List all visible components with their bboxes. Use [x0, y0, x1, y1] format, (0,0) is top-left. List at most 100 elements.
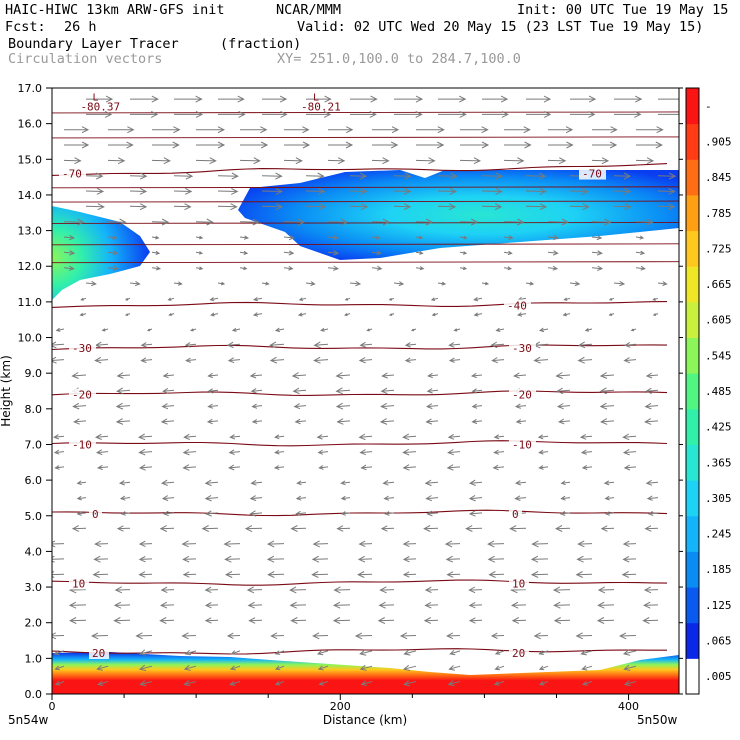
colorbar-swatch [686, 337, 699, 374]
circulation-vector [380, 525, 395, 532]
circulation-vector [250, 388, 263, 394]
circulation-vector [623, 464, 637, 471]
circulation-vector [72, 402, 87, 410]
circulation-vector [491, 357, 505, 364]
colorbar-label: .065 [705, 635, 732, 648]
circulation-vector [73, 418, 87, 425]
circulation-vector [630, 328, 637, 332]
circulation-vector [113, 601, 131, 609]
circulation-vector [262, 110, 288, 118]
circulation-vector [118, 480, 131, 486]
circulation-vector [580, 449, 593, 455]
circulation-vector [482, 110, 510, 118]
circulation-vector [107, 265, 119, 271]
circulation-vector [354, 632, 373, 640]
contour-label-bg [509, 388, 536, 401]
circulation-vector [195, 218, 214, 226]
circulation-vector [538, 650, 549, 655]
circulation-vector [453, 328, 461, 332]
circulation-vector [538, 465, 549, 470]
circulation-vector [560, 480, 571, 486]
circulation-vector [159, 601, 175, 609]
circulation-vector [446, 464, 461, 471]
circulation-vector [358, 357, 373, 364]
circulation-vector [94, 356, 109, 364]
circulation-vector [204, 586, 219, 594]
low-marker: L [313, 93, 319, 104]
circulation-vector [514, 403, 527, 409]
contour-label-bg [69, 342, 96, 355]
circulation-vector [357, 571, 373, 578]
circulation-vector [227, 464, 241, 471]
circulation-vector [229, 680, 241, 686]
overlay-name: Circulation vectors [8, 51, 163, 67]
left-tracer-plume [52, 206, 150, 300]
circulation-vector [316, 649, 329, 656]
circulation-vector [358, 433, 373, 441]
circulation-vector [336, 525, 351, 532]
contour-label: -30 [72, 342, 92, 355]
circulation-vector [599, 387, 615, 395]
circulation-vector [379, 586, 395, 594]
circulation-vector [305, 203, 327, 211]
colorbar-swatch [686, 230, 699, 267]
circulation-vector [262, 95, 288, 103]
circulation-vector [173, 172, 194, 180]
circulation-vector [182, 571, 197, 578]
circulation-vector [349, 280, 362, 287]
circulation-vector [425, 418, 439, 425]
circulation-vector [85, 280, 97, 287]
circulation-vector [239, 235, 250, 240]
circulation-vector [468, 479, 483, 486]
colorbar-swatch [686, 622, 699, 659]
x-tick-label: 400 [618, 700, 639, 713]
circulation-vector [79, 312, 87, 317]
circulation-vector [591, 265, 604, 271]
circulation-vector [437, 187, 458, 195]
circulation-vector [138, 448, 153, 456]
temperature-contours [52, 111, 679, 655]
temperature-contour-line [52, 186, 679, 189]
circulation-vector [223, 540, 241, 548]
circulation-vector [69, 617, 87, 624]
circulation-vector [525, 187, 547, 195]
circulation-vector [53, 434, 65, 440]
circulation-vector [181, 632, 197, 640]
circulation-vector [624, 341, 637, 348]
circulation-vector [318, 680, 329, 686]
circulation-vector [273, 465, 285, 470]
circulation-vector [344, 297, 351, 301]
circulation-vector [603, 480, 615, 486]
circulation-vector [350, 110, 377, 118]
circulation-vector [621, 571, 637, 578]
circulation-vector [410, 328, 417, 332]
circulation-vector [239, 218, 260, 226]
circulation-vector [503, 266, 513, 271]
circulation-vector [575, 632, 593, 640]
circulation-vector [320, 327, 329, 332]
circulation-vector [224, 571, 241, 578]
circulation-vector [592, 126, 618, 134]
circulation-vector [490, 341, 505, 349]
colorbar-label: - [705, 100, 712, 113]
circulation-vector [63, 157, 82, 165]
circulation-vector [71, 525, 87, 532]
colorbar-label: .125 [705, 599, 732, 612]
circulation-vector [646, 495, 659, 501]
circulation-vector [514, 480, 527, 486]
circulation-vector [107, 235, 118, 240]
circulation-vector [437, 203, 457, 211]
contour-label-bg [59, 167, 86, 180]
circulation-vector [597, 586, 615, 594]
contour-label-bg [69, 577, 89, 590]
circulation-vector [269, 341, 285, 349]
circulation-vector [160, 418, 175, 425]
circulation-vector [645, 372, 659, 379]
circulation-vector [537, 434, 549, 440]
circulation-vector [217, 203, 238, 211]
contour-label-bg [509, 342, 536, 355]
circulation-vector [635, 157, 655, 165]
circulation-vector [427, 372, 439, 379]
contour-label-bg [69, 388, 96, 401]
low-value-label: -80.37 [80, 101, 120, 114]
